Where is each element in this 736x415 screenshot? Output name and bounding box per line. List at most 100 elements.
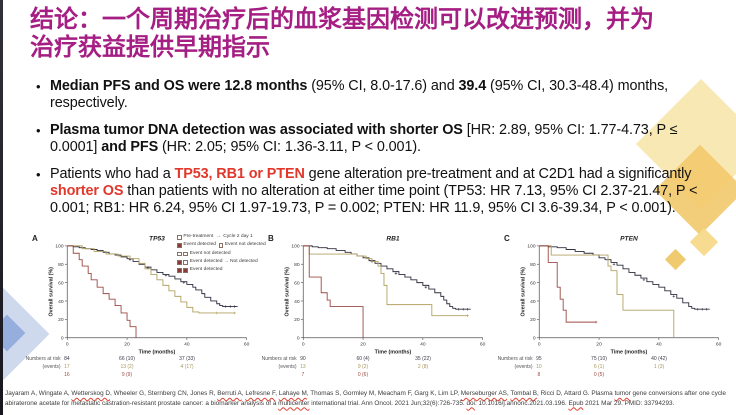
- nar-row-label: (events): [42, 364, 61, 371]
- text-segment: than patients with no alteration at eith…: [50, 182, 698, 216]
- legend-swatch-filled-icon: [183, 268, 188, 273]
- citation-segment: international trial. Ann Oncol. 2021 Jun…: [309, 399, 467, 407]
- panel-letter: C: [504, 234, 510, 243]
- citation-segment: multicenter: [278, 399, 310, 407]
- slide-title-line2: 治疗获益提供早期指示: [30, 34, 270, 62]
- text-segment: Median PFS and OS were 12.8 months: [50, 78, 308, 94]
- nar-row: 7 0 (6): [260, 372, 496, 380]
- svg-text:40: 40: [530, 299, 536, 305]
- svg-text:0: 0: [533, 336, 536, 342]
- svg-text:Overall survival (%): Overall survival (%): [284, 267, 290, 317]
- text-segment: (HR: 2.05; 95% CI: 1.36-3.11, P < 0.001)…: [158, 138, 421, 155]
- citation-segment: ,: [275, 390, 279, 397]
- svg-text:Overall survival (%): Overall survival (%): [48, 267, 54, 317]
- citation-segment: Berruti A: [217, 390, 242, 397]
- numbers-at-risk: Numbers at risk 84 66 (10) 37 (33) (events) 1…: [24, 356, 260, 381]
- svg-text:Time (months): Time (months): [611, 350, 648, 356]
- nar-value: 0 (6): [357, 372, 369, 379]
- nar-row-label: Numbers at risk: [25, 356, 61, 362]
- citation-segment: 2021 Mar 29. PMID: 33794293.: [583, 399, 675, 407]
- slide-title-line1: 结论：一个周期治疗后的血浆基因检测可以改进预测，并为: [30, 6, 654, 33]
- nar-row: Numbers at risk 95 75 (10) 40 (42): [496, 356, 732, 364]
- legend-text: Event not detected: [224, 242, 266, 248]
- nar-value: 75 (10): [591, 356, 607, 362]
- legend-row: Event detected → Not detected: [177, 258, 327, 265]
- nar-value: 16: [64, 372, 70, 379]
- nar-value: 4 (17): [180, 364, 194, 371]
- km-charts-row: A TP53 0 20 40 60 80 100 0 20 40 60 Time (months) Ov…: [24, 232, 732, 381]
- nar-value: 6 (1): [593, 364, 605, 371]
- legend-swatch-open-icon: [183, 251, 188, 257]
- legend-swatch-open-icon: [183, 260, 188, 265]
- km-chart-svg: PTEN 0 20 40 60 80 100 0 20 40 60 Time (months) Over…: [520, 236, 722, 356]
- citation-segment: Wetterskog D: [71, 390, 111, 397]
- citation-segment: Merseburger AS: [460, 390, 507, 397]
- legend-text: Pre-treatment: [183, 234, 214, 239]
- text-segment: (95% CI, 30.3-48.4) months, respectively…: [50, 78, 669, 111]
- legend-text: Cycle 2 day 1: [223, 234, 253, 239]
- svg-text:40: 40: [420, 342, 426, 348]
- nar-value: 8: [537, 372, 541, 379]
- svg-text:60: 60: [530, 280, 536, 286]
- text-segment: shorter OS: [50, 182, 124, 199]
- citation-segment: gene conversions after one cycle abirate…: [5, 390, 726, 407]
- panel-letter: A: [32, 234, 38, 243]
- citation-segment: tumor: [614, 390, 631, 397]
- svg-text:20: 20: [294, 317, 300, 323]
- svg-text:40: 40: [58, 299, 64, 305]
- legend-swatch-open-icon: [177, 251, 182, 257]
- numbers-at-risk: Numbers at risk 95 75 (10) 40 (42) (events) 1…: [496, 356, 732, 381]
- svg-text:60: 60: [480, 342, 486, 348]
- citation: Jayaram A, Wingate A, Wetterskog D, Whee…: [5, 389, 733, 408]
- svg-text:60: 60: [58, 280, 64, 286]
- bullet-marker: •: [36, 166, 41, 182]
- legend-text: →: [215, 234, 221, 239]
- nar-row: (events) 10 6 (1) 1 (3): [496, 364, 732, 372]
- svg-text:60: 60: [716, 342, 722, 348]
- bullet-item: • Plasma tumor DNA detection was associat…: [36, 122, 704, 156]
- svg-text:60: 60: [244, 342, 250, 348]
- citation-segment: Jayaram A, Wingate A,: [5, 390, 72, 397]
- citation-segment: Lefresne F: [245, 390, 276, 397]
- legend-text: Event detected → Not detected: [189, 258, 258, 264]
- legend-swatch-filled-icon: [177, 243, 182, 249]
- bullet-text: Median PFS and OS were 12.8 months (95% …: [50, 78, 704, 112]
- km-chart-mount: TP53 0 20 40 60 80 100 0 20 40 60 Time (months) Over…: [24, 232, 260, 358]
- svg-text:20: 20: [530, 317, 536, 323]
- km-chart-mount: RB1 0 20 40 60 80 100 0 20 40 60 Time (months) Overa…: [260, 232, 496, 358]
- svg-text:20: 20: [596, 342, 602, 348]
- km-panel: C PTEN 0 20 40 60 80 100 0 20 40 60 Time (months) Ov…: [496, 232, 732, 381]
- nar-row: 8 0 (5): [496, 372, 732, 380]
- legend-swatch-filled-icon: [177, 260, 182, 265]
- svg-text:80: 80: [294, 262, 300, 268]
- nar-value: 90: [300, 356, 306, 362]
- svg-text:100: 100: [527, 244, 535, 250]
- bullet-text: Plasma tumor DNA detection was associate…: [50, 122, 704, 156]
- nar-value: 60 (4): [356, 356, 370, 362]
- svg-text:20: 20: [360, 342, 366, 348]
- nar-value: 17: [64, 364, 70, 371]
- nar-value: 9 (9): [121, 372, 133, 379]
- legend-swatch-open-icon: [218, 243, 224, 249]
- nar-row-label: Numbers at risk: [497, 356, 533, 362]
- citation-segment: , Wheeler G, Sternberg CN, Jones R,: [110, 390, 218, 397]
- nar-value: 7: [301, 372, 305, 379]
- nar-value: 35 (22): [415, 356, 431, 362]
- citation-segment: ,: [241, 390, 246, 397]
- legend-text: Event not detected: [189, 250, 231, 256]
- citation-segment: ,: [506, 390, 511, 397]
- nar-row: (events) 13 9 (2) 2 (8): [260, 364, 496, 372]
- left-edge-bar: [0, 0, 3, 415]
- bullet-marker: •: [36, 122, 41, 138]
- svg-text:60: 60: [294, 280, 300, 286]
- citation-segment: Epub: [568, 399, 584, 407]
- text-segment: TP53, RB1 or PTEN: [174, 165, 305, 182]
- km-chart-svg: RB1 0 20 40 60 80 100 0 20 40 60 Time (months) Overa…: [284, 236, 486, 356]
- svg-text:20: 20: [124, 342, 130, 348]
- svg-text:0: 0: [538, 342, 541, 348]
- nar-value: 10: [536, 364, 542, 371]
- svg-text:0: 0: [66, 342, 69, 348]
- text-segment: [HR: 2.89, 95% CI: 1.77-4.73, P ≤ 0.0001…: [50, 121, 678, 155]
- citation-segment: : 10.1016/j.annonc.2021.03.196.: [474, 399, 569, 407]
